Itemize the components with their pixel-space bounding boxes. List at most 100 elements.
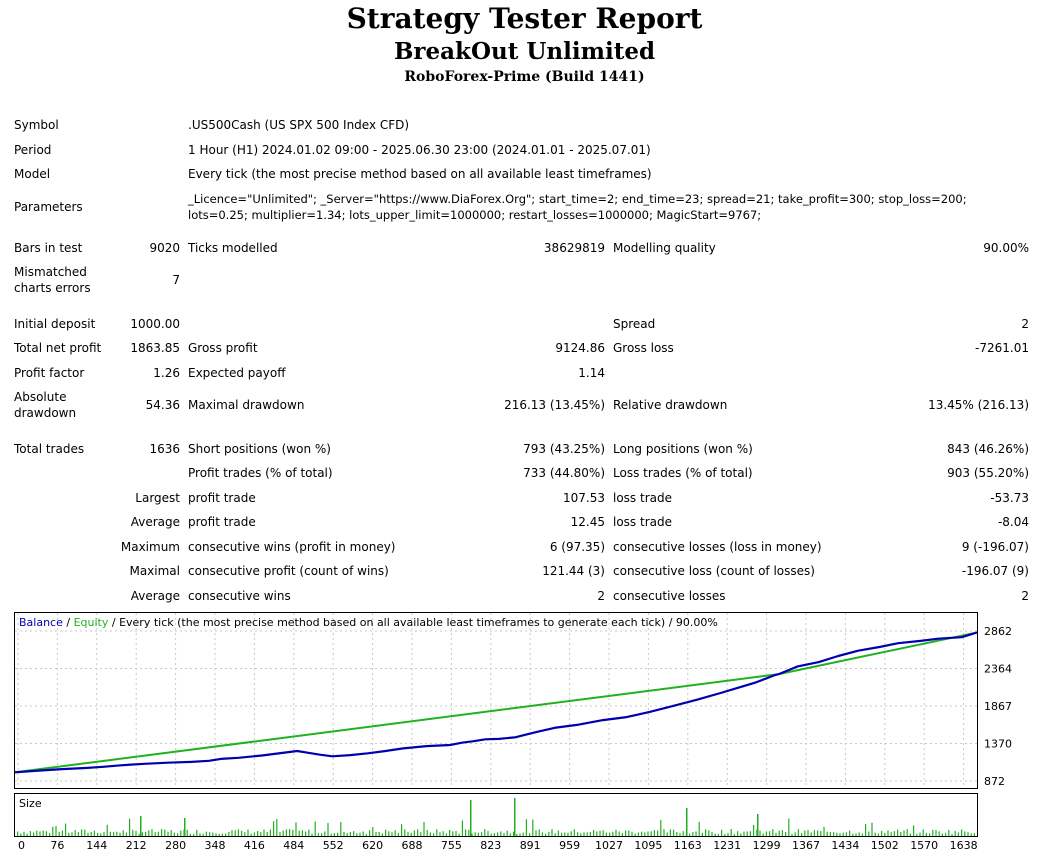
- size-bar: [874, 832, 876, 836]
- size-bar: [669, 829, 671, 836]
- size-bar: [378, 832, 380, 836]
- size-bar: [170, 830, 172, 836]
- size-bar: [164, 829, 166, 836]
- size-bar: [868, 831, 870, 836]
- period-label: Period: [14, 143, 52, 157]
- size-bar: [545, 833, 547, 836]
- largest-label: Largest: [135, 491, 180, 505]
- size-bar: [452, 831, 454, 836]
- size-bar: [477, 832, 479, 836]
- parameters-label: Parameters: [14, 200, 83, 214]
- size-bar: [301, 830, 303, 836]
- long-positions-value: 843 (46.26%): [947, 442, 1029, 456]
- loss-trades-label: Loss trades (% of total): [613, 466, 753, 480]
- size-bar: [397, 832, 399, 836]
- size-bar: [695, 831, 697, 836]
- size-bar: [660, 820, 662, 836]
- size-bar: [781, 830, 783, 836]
- max-consec-losses-value: 9 (-196.07): [961, 540, 1029, 554]
- size-bar: [154, 832, 156, 836]
- size-bar: [276, 819, 278, 836]
- size-bar: [497, 832, 499, 836]
- size-bar: [554, 833, 556, 836]
- size-bar: [797, 829, 799, 836]
- size-bar: [52, 826, 54, 836]
- size-bar: [612, 831, 614, 836]
- x-tick-label: 1570: [910, 839, 938, 852]
- size-bar: [906, 829, 908, 836]
- size-bar: [49, 833, 51, 836]
- long-positions-label: Long positions (won %): [613, 442, 753, 456]
- size-bar: [900, 832, 902, 836]
- size-bar: [289, 829, 291, 836]
- size-bar: [445, 833, 447, 836]
- size-bar: [637, 832, 639, 836]
- size-bar: [455, 830, 457, 836]
- size-bar: [225, 833, 227, 836]
- size-bar: [615, 829, 617, 836]
- size-bar: [132, 829, 134, 836]
- max-consec-wins-value: 6 (97.35): [549, 540, 605, 554]
- size-bar: [305, 831, 307, 836]
- bars-value: 9020: [149, 241, 180, 255]
- size-bar: [564, 832, 566, 836]
- size-bar: [673, 829, 675, 836]
- size-bar: [657, 830, 659, 836]
- avg-consec-losses-value: 2: [1021, 589, 1029, 603]
- size-bar: [468, 829, 470, 836]
- size-bar: [167, 831, 169, 836]
- size-bar: [961, 829, 963, 836]
- size-bar: [964, 831, 966, 836]
- size-bar: [151, 829, 153, 836]
- maximal-consec-profit-label: consecutive profit (count of wins): [188, 564, 389, 578]
- size-bar: [218, 834, 220, 836]
- size-bar: [184, 818, 186, 836]
- quality-value: 90.00%: [983, 241, 1029, 255]
- size-bar: [413, 830, 415, 836]
- size-bar: [199, 833, 201, 836]
- size-bar: [721, 829, 723, 836]
- ticks-label: Ticks modelled: [188, 241, 278, 255]
- size-bar: [791, 834, 793, 836]
- size-bar: [500, 831, 502, 836]
- size-bar: [757, 814, 759, 836]
- size-bar: [596, 831, 598, 836]
- x-tick-label: 280: [165, 839, 186, 852]
- size-bar: [196, 829, 198, 836]
- broker-build: RoboForex-Prime (Build 1441): [404, 69, 645, 85]
- size-bar: [148, 830, 150, 836]
- size-bar: [385, 829, 387, 836]
- size-bar: [890, 832, 892, 836]
- size-bar: [321, 833, 323, 836]
- size-bar: [804, 830, 806, 836]
- size-bar: [836, 832, 838, 836]
- loss-trades-value: 903 (55.20%): [947, 466, 1029, 480]
- size-bar: [849, 830, 851, 836]
- average-label: Average: [130, 515, 180, 529]
- size-bar: [311, 833, 313, 836]
- size-bar: [769, 831, 771, 836]
- size-bar: [839, 833, 841, 836]
- total-trades-value: 1636: [149, 442, 180, 456]
- size-bar: [247, 829, 249, 836]
- size-bar: [922, 829, 924, 836]
- size-bar: [698, 821, 700, 836]
- size-bar: [759, 830, 761, 836]
- avg-consec-wins-value: 2: [597, 589, 605, 603]
- deposit-label: Initial deposit: [14, 317, 96, 331]
- size-bar: [17, 831, 19, 836]
- balance-line-group: [14, 631, 978, 774]
- size-bar: [487, 830, 489, 836]
- size-bar: [634, 833, 636, 836]
- size-bar: [865, 824, 867, 836]
- size-bar: [618, 831, 620, 836]
- mismatch-value: 7: [172, 273, 180, 287]
- size-bar: [285, 829, 287, 836]
- size-bar: [308, 829, 310, 836]
- relative-dd-label: Relative drawdown: [613, 398, 728, 412]
- average-profit-value: 12.45: [570, 515, 605, 529]
- size-bar: [871, 822, 873, 836]
- size-bar: [820, 831, 822, 836]
- size-bar: [279, 831, 281, 836]
- size-bar: [410, 832, 412, 836]
